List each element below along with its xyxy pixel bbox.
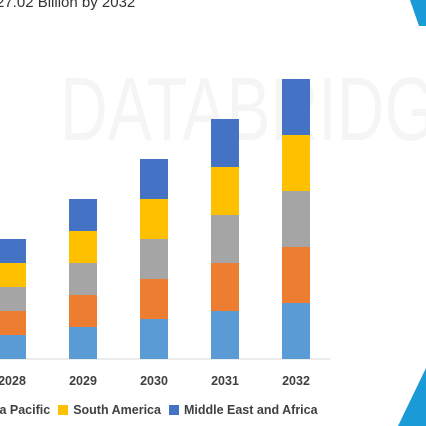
bar-2031-segment-3: [211, 215, 239, 263]
bar-2028-segment-4: [0, 263, 26, 287]
bar-2032-segment-4: [282, 135, 310, 191]
bar-2029-segment-5: [69, 199, 97, 231]
legend-swatch: [168, 405, 179, 415]
x-tick-2029: 2029: [69, 374, 97, 388]
legend-label: South America: [73, 403, 161, 417]
legend-label: ia Pacific: [0, 403, 51, 417]
bar-2028-segment-3: [0, 287, 26, 311]
bars-group: [0, 79, 310, 359]
x-tick-2030: 2030: [140, 374, 168, 388]
bottom-right-accent: [398, 368, 426, 426]
legend-item-1: ia Pacific: [0, 403, 50, 417]
bar-2028-segment-2: [0, 311, 26, 335]
bar-2031-segment-5: [211, 119, 239, 167]
bar-2031-segment-4: [211, 167, 239, 215]
x-tick-2031: 2031: [211, 374, 239, 388]
bar-2032-segment-1: [282, 303, 310, 359]
bar-2030-segment-5: [140, 159, 168, 199]
bar-2028-segment-1: [0, 335, 26, 359]
x-tick-2028: 2028: [0, 374, 26, 388]
x-tick-labels: 2028 2029 2030 2031 2032: [0, 374, 310, 388]
bar-2030-segment-1: [140, 319, 168, 359]
legend: ia Pacific South America Middle East and A…: [0, 403, 326, 417]
bar-2030-segment-3: [140, 239, 168, 279]
bar-2031-segment-2: [211, 263, 239, 311]
bar-2029-segment-4: [69, 231, 97, 263]
legend-item-2: South America: [58, 403, 161, 417]
bar-2030-segment-2: [140, 279, 168, 319]
bar-2028-segment-5: [0, 239, 26, 263]
chart-subtitle: 27.02 Billion by 2032: [0, 0, 136, 11]
bar-2032-segment-2: [282, 247, 310, 303]
bar-2029-segment-2: [69, 295, 97, 327]
legend-swatch: [58, 405, 69, 415]
legend-label: Middle East and Africa: [183, 403, 318, 417]
legend-item-3: Middle East and Africa: [168, 403, 318, 417]
top-right-accent: [410, 0, 426, 26]
bar-2029-segment-3: [69, 263, 97, 295]
bar-2029-segment-1: [69, 327, 97, 359]
bar-2030-segment-4: [140, 199, 168, 239]
bar-2032-segment-3: [282, 191, 310, 247]
watermark-text: DATABRIDGE: [60, 60, 426, 160]
bar-2032-segment-5: [282, 79, 310, 135]
bar-2031-segment-1: [211, 311, 239, 359]
x-tick-2032: 2032: [282, 374, 310, 388]
